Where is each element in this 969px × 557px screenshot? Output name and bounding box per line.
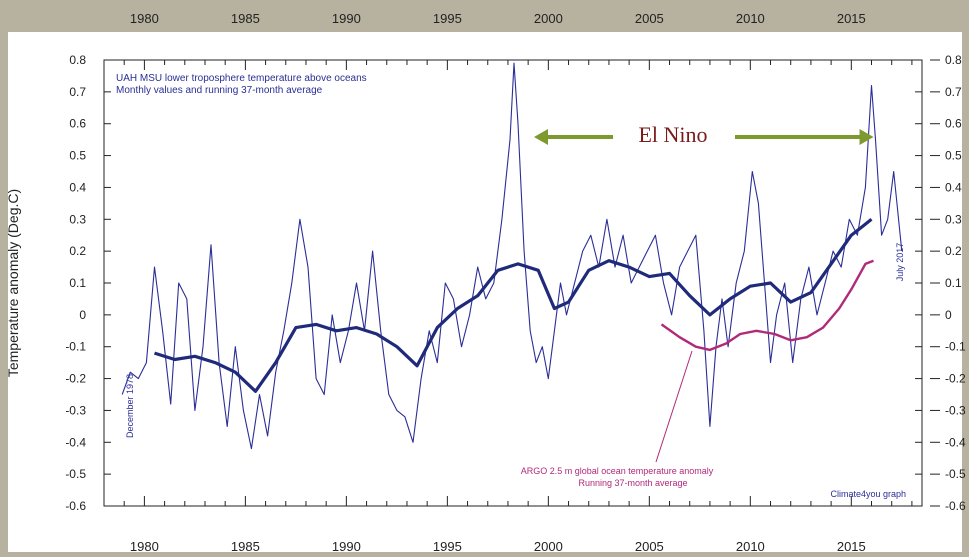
y-tick-label-left: 0.2 [69, 244, 86, 258]
y-tick-label-left: 0.1 [69, 276, 86, 290]
x-tick-label-bottom: 1985 [231, 539, 260, 554]
y-tick-label-left: 0.5 [69, 149, 86, 163]
y-tick-label-right: 0.2 [945, 244, 962, 258]
y-tick-label-left: 0.7 [69, 85, 86, 99]
y-tick-label-right: 0.7 [945, 85, 962, 99]
x-tick-label-top: 2005 [635, 11, 664, 26]
x-axis-top-labels: 1980 1985 1990 1995 2000 2005 2010 2015 [130, 11, 866, 26]
running-average-line [154, 218, 873, 393]
x-tick-label-top: 1990 [332, 11, 361, 26]
chart-panel [8, 32, 962, 552]
y-tick-label-left: -0.6 [65, 499, 86, 513]
el-nino-arrowhead-left [533, 129, 548, 145]
argo-pointer-line [655, 350, 693, 463]
y-axis-right-labels: 0.8 0.7 0.6 0.5 0.4 0.3 0.2 0.1 0 -0.1 -0.2 -0.3 -0.… [930, 53, 966, 513]
x-tick-label-bottom: 2010 [736, 539, 765, 554]
el-nino-arrow [533, 129, 874, 145]
credit-label: Climate4you graph [830, 489, 906, 499]
x-tick-label-top: 2010 [736, 11, 765, 26]
y-tick-label-right: 0.6 [945, 117, 962, 131]
x-tick-label-bottom: 2015 [837, 539, 866, 554]
y-tick-label-right: 0.5 [945, 149, 962, 163]
y-tick-label-right: 0.1 [945, 276, 962, 290]
argo-series-line [660, 259, 874, 352]
y-tick-label-right: -0.6 [945, 499, 966, 513]
y-tick-label-left: -0.3 [65, 403, 86, 417]
monthly-series-line [121, 62, 903, 450]
y-tick-label-left: 0.4 [69, 180, 86, 194]
chart-title-line-2: Monthly values and running 37-month aver… [116, 85, 323, 96]
x-axis-bottom-labels: 1980 1985 1990 1995 2000 2005 2010 2015 [130, 539, 866, 554]
y-tick-label-left: -0.4 [65, 435, 86, 449]
y-tick-label-left: -0.5 [65, 467, 86, 481]
tick-marks [104, 59, 922, 507]
y-axis-title: Temperature anomaly (Deg.C) [5, 189, 21, 377]
y-tick-label-left: 0.3 [69, 212, 86, 226]
x-tick-label-top: 1980 [130, 11, 159, 26]
y-tick-label-right: 0 [945, 308, 952, 322]
y-tick-label-right: 0.8 [945, 53, 962, 67]
y-tick-label-left: -0.2 [65, 372, 86, 386]
y-tick-label-right: -0.5 [945, 467, 966, 481]
argo-label-line-2: Running 37-month average [578, 478, 687, 488]
y-tick-label-right: -0.1 [945, 340, 966, 354]
y-tick-label-left: 0.8 [69, 53, 86, 67]
y-tick-label-left: -0.1 [65, 340, 86, 354]
x-tick-label-bottom: 1980 [130, 539, 159, 554]
x-tick-label-top: 1995 [433, 11, 462, 26]
x-tick-label-bottom: 2005 [635, 539, 664, 554]
y-tick-label-right: -0.4 [945, 435, 966, 449]
x-tick-label-top: 1985 [231, 11, 260, 26]
el-nino-arrowhead-right [859, 129, 874, 145]
y-tick-label-right: 0.3 [945, 212, 962, 226]
y-tick-label-left: 0 [79, 308, 86, 322]
y-axis-left-labels: 0.8 0.7 0.6 0.5 0.4 0.3 0.2 0.1 0 -0.1 -0.2 -0.3 -0.… [65, 53, 86, 513]
x-tick-label-top: 2015 [837, 11, 866, 26]
x-tick-label-bottom: 2000 [534, 539, 563, 554]
y-tick-label-left: 0.6 [69, 117, 86, 131]
y-tick-label-right: -0.2 [945, 372, 966, 386]
x-tick-label-top: 2000 [534, 11, 563, 26]
series-layer [121, 62, 903, 450]
argo-label-line-1: ARGO 2.5 m global ocean temperature anom… [521, 466, 714, 476]
chart-title-line-1: UAH MSU lower troposphere temperature ab… [116, 73, 367, 84]
end-date-label: July 2017 [895, 243, 905, 282]
y-tick-label-right: -0.3 [945, 403, 966, 417]
x-tick-label-bottom: 1990 [332, 539, 361, 554]
start-date-label: December 1978 [125, 374, 135, 438]
y-tick-label-right: 0.4 [945, 180, 962, 194]
x-tick-label-bottom: 1995 [433, 539, 462, 554]
el-nino-label: El Nino [638, 122, 707, 147]
